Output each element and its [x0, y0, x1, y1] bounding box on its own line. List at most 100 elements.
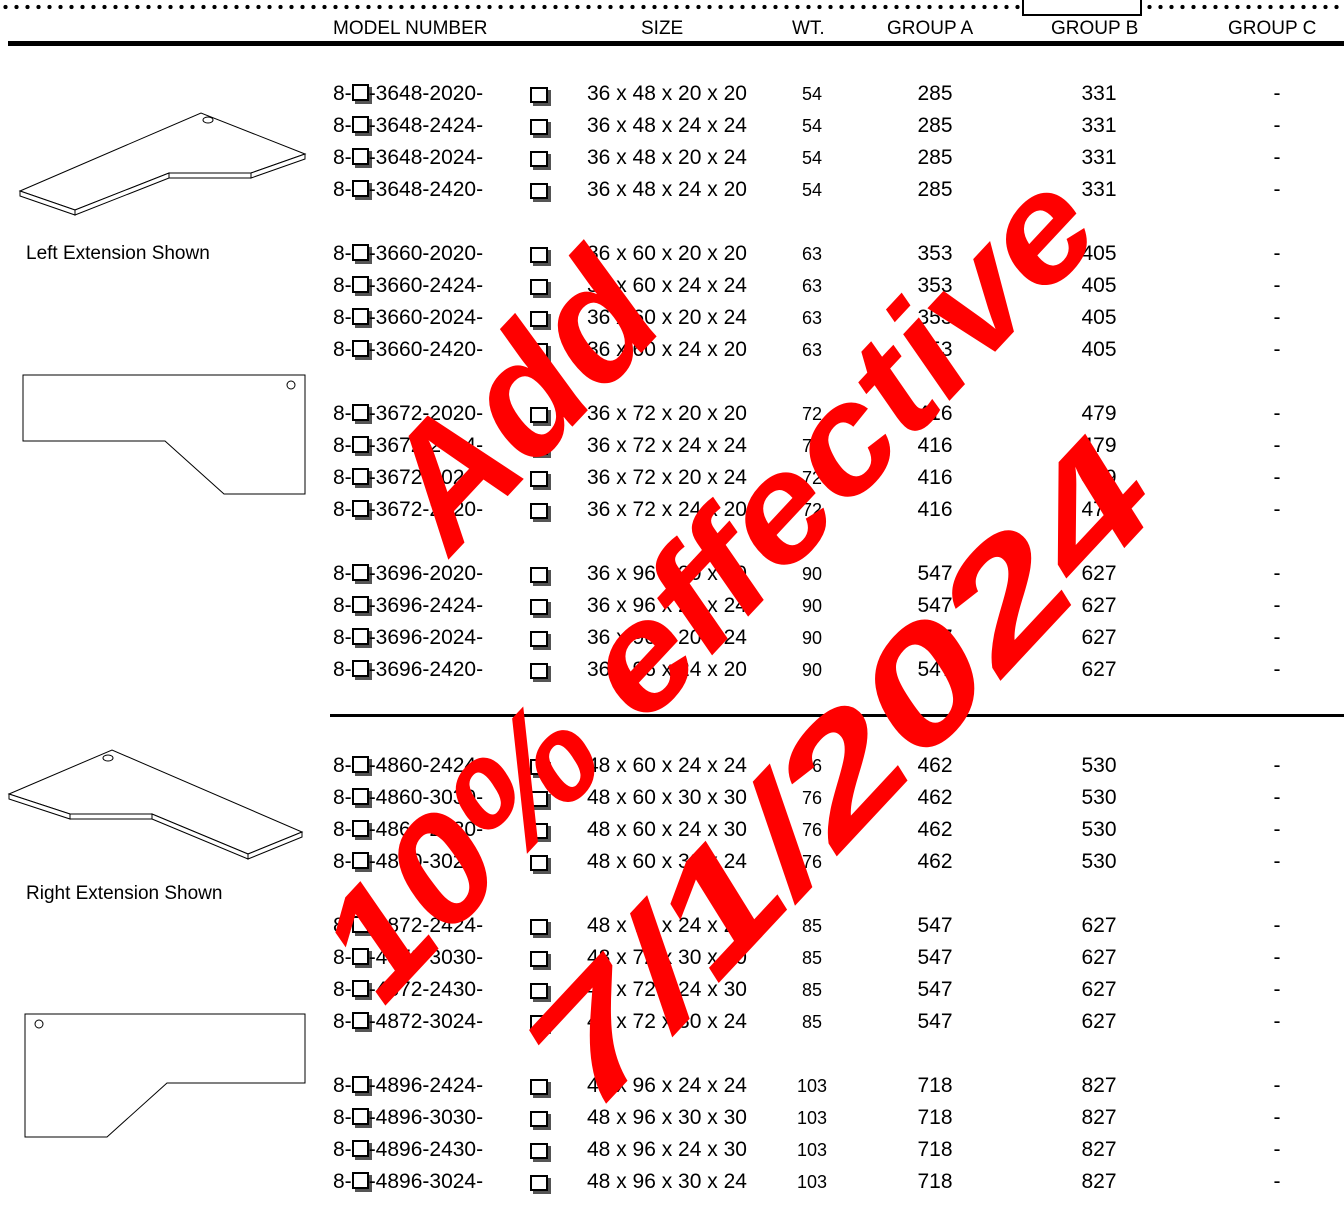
option-checkbox-box[interactable] — [530, 631, 548, 647]
finish-code-checkbox[interactable] — [351, 980, 369, 998]
finish-code-checkbox[interactable] — [351, 660, 369, 678]
option-checkbox-box[interactable] — [530, 1175, 548, 1191]
group-a-price: 285 — [917, 114, 953, 137]
option-checkbox[interactable] — [530, 1015, 548, 1047]
option-checkbox-box[interactable] — [530, 1111, 548, 1127]
header-rule — [8, 41, 1344, 46]
weight-cell: 54 — [801, 84, 823, 104]
finish-code-checkbox[interactable] — [351, 500, 369, 518]
finish-code-checkbox[interactable] — [351, 436, 369, 454]
option-checkbox-box[interactable] — [530, 439, 548, 455]
option-checkbox-box[interactable] — [530, 87, 548, 103]
option-checkbox-box[interactable] — [530, 279, 548, 295]
finish-code-checkbox[interactable] — [351, 468, 369, 486]
finish-code-checkbox[interactable] — [351, 820, 369, 838]
finish-code-checkbox[interactable] — [351, 180, 369, 198]
group-b-price: 405 — [1081, 338, 1117, 361]
option-checkbox[interactable] — [530, 951, 548, 983]
finish-code-checkbox[interactable] — [351, 1108, 369, 1126]
option-checkbox[interactable] — [530, 343, 548, 375]
option-checkbox-box[interactable] — [530, 343, 548, 359]
finish-code-checkbox[interactable] — [351, 340, 369, 358]
option-checkbox-box[interactable] — [530, 311, 548, 327]
option-checkbox-box[interactable] — [530, 1015, 548, 1031]
group-c-price: - — [1273, 114, 1281, 137]
finish-code-checkbox[interactable] — [351, 308, 369, 326]
option-checkbox[interactable] — [530, 759, 548, 791]
option-checkbox-box[interactable] — [530, 759, 548, 775]
option-checkbox-box[interactable] — [530, 983, 548, 999]
option-checkbox[interactable] — [530, 119, 548, 151]
table-row: 8- -4896-3024- 48 x 96 x 30 x 24 103 718 … — [0, 1166, 1344, 1198]
finish-code-checkbox[interactable] — [351, 116, 369, 134]
option-checkbox[interactable] — [530, 631, 548, 663]
option-checkbox-box[interactable] — [530, 407, 548, 423]
option-checkbox-box[interactable] — [530, 503, 548, 519]
finish-code-checkbox[interactable] — [351, 852, 369, 870]
option-checkbox[interactable] — [530, 279, 548, 311]
option-checkbox[interactable] — [530, 183, 548, 215]
finish-code-checkbox[interactable] — [351, 148, 369, 166]
group-a-price: 353 — [917, 274, 953, 297]
option-checkbox-box[interactable] — [530, 823, 548, 839]
finish-code-checkbox[interactable] — [351, 564, 369, 582]
group-c-price: - — [1273, 562, 1281, 585]
option-checkbox-box[interactable] — [530, 855, 548, 871]
finish-code-checkbox[interactable] — [351, 1076, 369, 1094]
finish-code-checkbox[interactable] — [351, 1172, 369, 1190]
finish-code-checkbox[interactable] — [351, 756, 369, 774]
option-checkbox-box[interactable] — [530, 599, 548, 615]
model-suffix: -3696-2424- — [368, 594, 484, 617]
option-checkbox[interactable] — [530, 151, 548, 183]
option-checkbox-box[interactable] — [530, 247, 548, 263]
finish-code-checkbox[interactable] — [351, 788, 369, 806]
finish-code-checkbox[interactable] — [351, 948, 369, 966]
option-checkbox[interactable] — [530, 855, 548, 887]
option-checkbox-box[interactable] — [530, 663, 548, 679]
finish-code-checkbox[interactable] — [351, 1140, 369, 1158]
option-checkbox-box[interactable] — [530, 567, 548, 583]
option-checkbox[interactable] — [530, 247, 548, 279]
finish-code-checkbox[interactable] — [351, 276, 369, 294]
weight-cell: 103 — [796, 1172, 828, 1192]
finish-code-checkbox[interactable] — [351, 916, 369, 934]
option-checkbox[interactable] — [530, 471, 548, 503]
option-checkbox[interactable] — [530, 87, 548, 119]
model-prefix: 8- — [333, 1010, 352, 1033]
finish-code-checkbox[interactable] — [351, 84, 369, 102]
finish-code-checkbox[interactable] — [351, 628, 369, 646]
finish-code-checkbox[interactable] — [351, 244, 369, 262]
model-number: 8- -4860-2424- — [333, 750, 483, 782]
group-b-price: 627 — [1081, 978, 1117, 1001]
table-row: 8- -3672-2424- 36 x 72 x 24 x 24 72 416 4… — [0, 430, 1344, 462]
option-checkbox-box[interactable] — [530, 919, 548, 935]
option-checkbox-box[interactable] — [530, 1079, 548, 1095]
option-checkbox[interactable] — [530, 983, 548, 1015]
option-checkbox[interactable] — [530, 503, 548, 535]
group-c-price: - — [1273, 306, 1281, 329]
option-checkbox[interactable] — [530, 1175, 548, 1207]
option-checkbox-box[interactable] — [530, 1143, 548, 1159]
option-checkbox[interactable] — [530, 567, 548, 599]
option-checkbox[interactable] — [530, 663, 548, 695]
option-checkbox[interactable] — [530, 919, 548, 951]
option-checkbox[interactable] — [530, 823, 548, 855]
option-checkbox[interactable] — [530, 311, 548, 343]
option-checkbox[interactable] — [530, 407, 548, 439]
finish-code-checkbox[interactable] — [351, 596, 369, 614]
option-checkbox[interactable] — [530, 439, 548, 471]
finish-code-checkbox[interactable] — [351, 1012, 369, 1030]
option-checkbox-box[interactable] — [530, 151, 548, 167]
option-checkbox[interactable] — [530, 1079, 548, 1111]
finish-code-checkbox[interactable] — [351, 404, 369, 422]
option-checkbox-box[interactable] — [530, 471, 548, 487]
option-checkbox[interactable] — [530, 791, 548, 823]
group-c-price: - — [1273, 498, 1281, 521]
option-checkbox[interactable] — [530, 1111, 548, 1143]
option-checkbox-box[interactable] — [530, 183, 548, 199]
option-checkbox-box[interactable] — [530, 119, 548, 135]
option-checkbox[interactable] — [530, 1143, 548, 1175]
option-checkbox-box[interactable] — [530, 951, 548, 967]
option-checkbox[interactable] — [530, 599, 548, 631]
option-checkbox-box[interactable] — [530, 791, 548, 807]
